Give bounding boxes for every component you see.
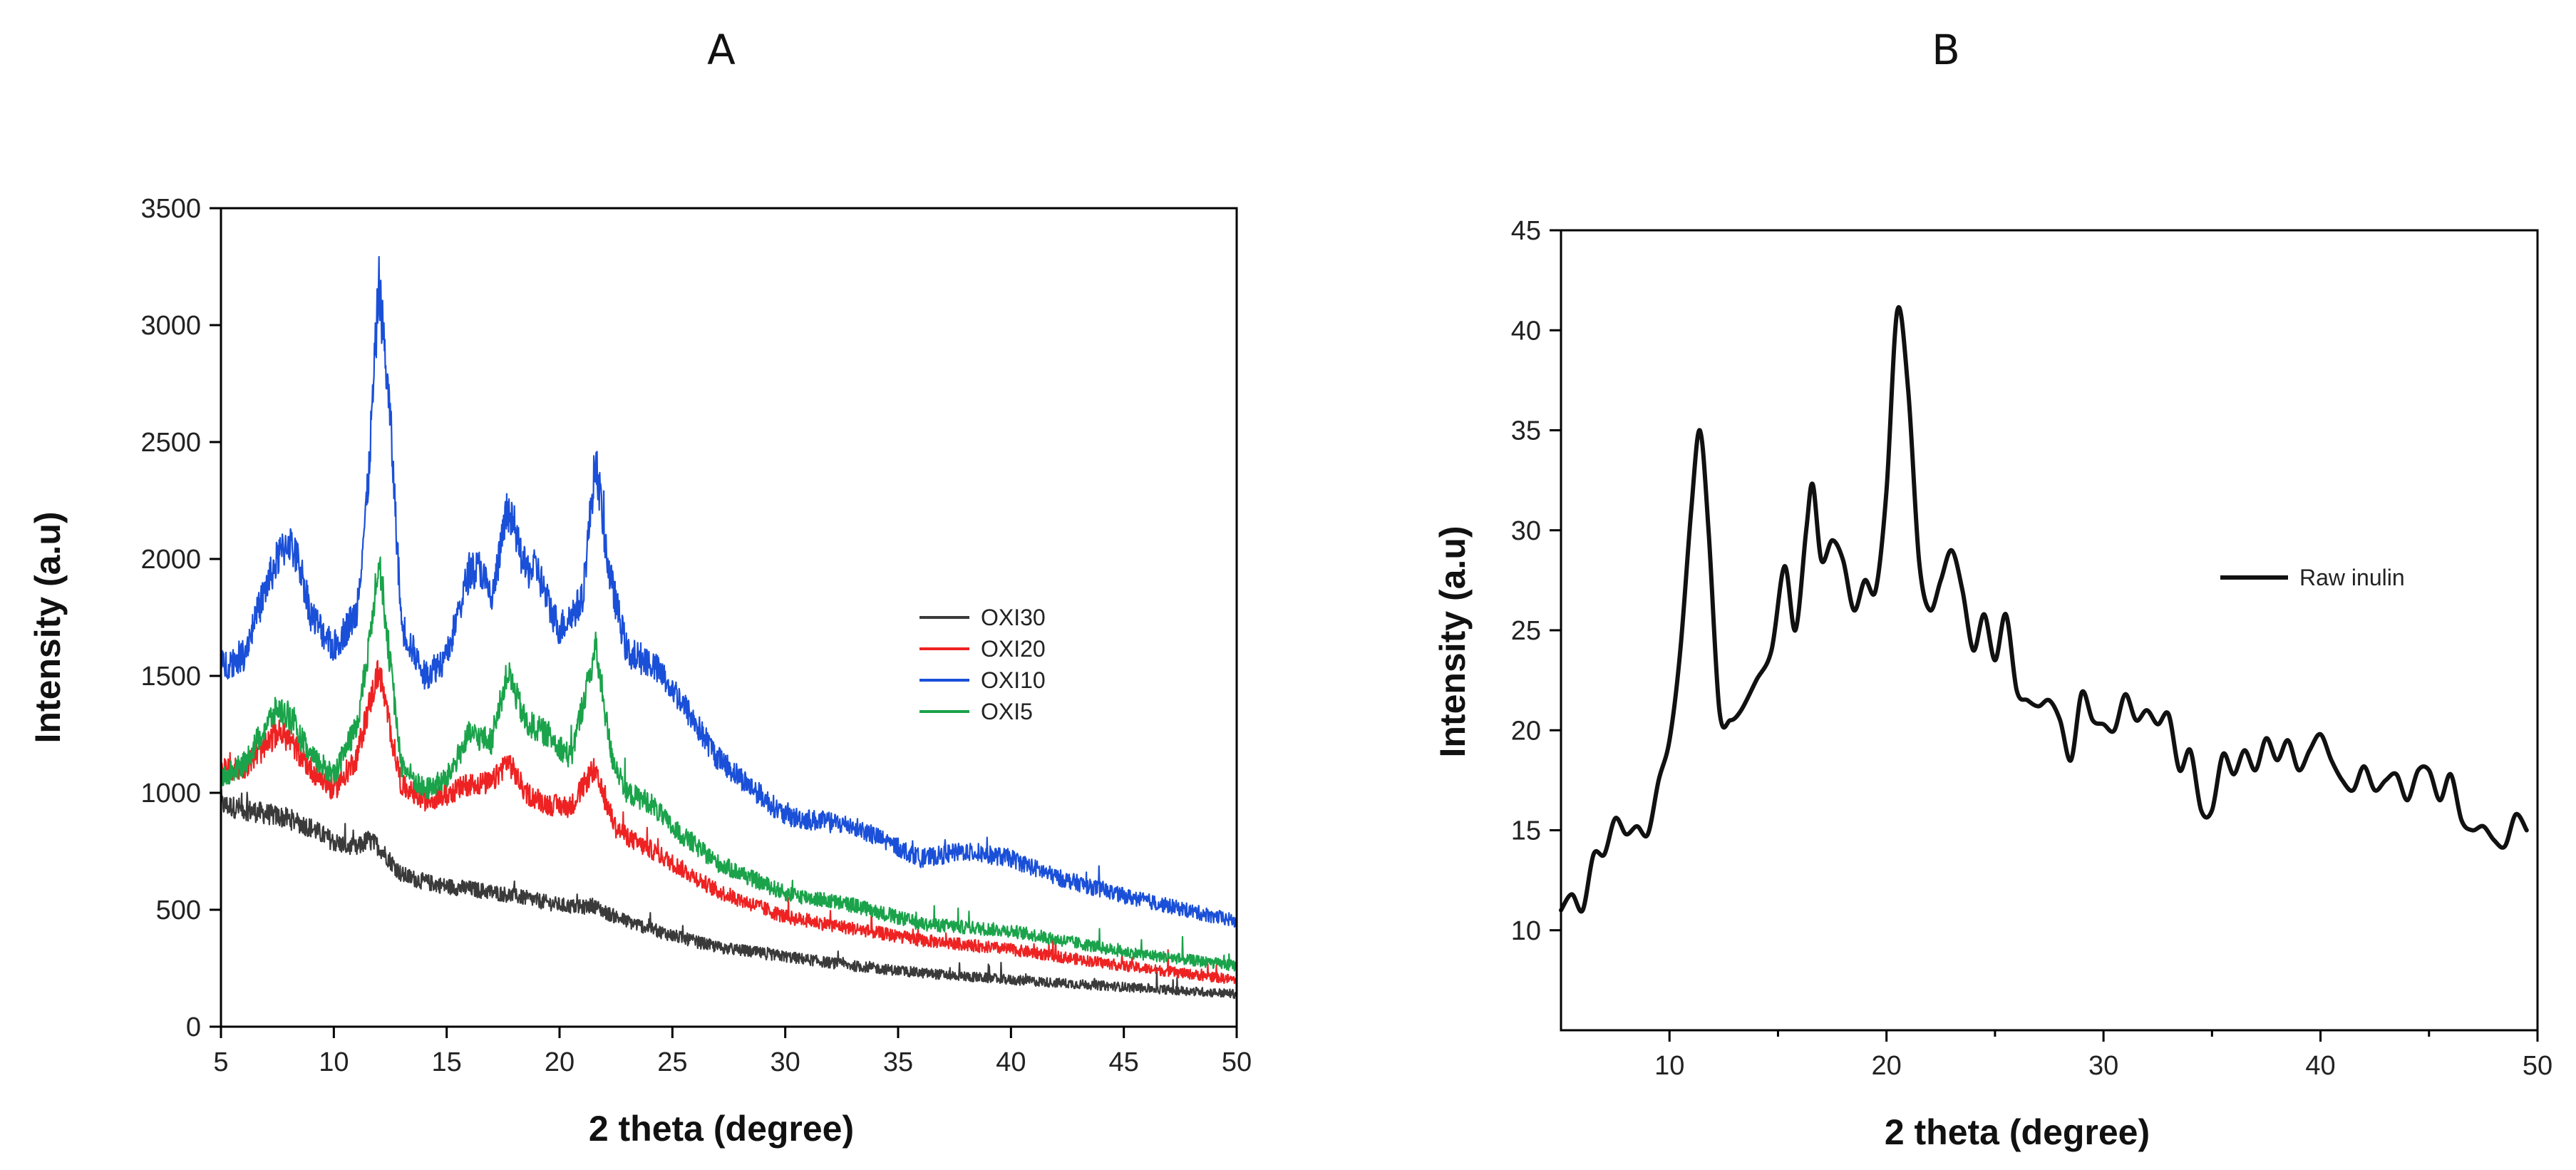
y-tick-label: 1000 (140, 779, 201, 809)
y-tick-label: 45 (1511, 216, 1541, 246)
x-tick-label: 5 (213, 1047, 228, 1077)
x-tick-label: 50 (2523, 1051, 2552, 1081)
legend-label-raw-inulin: Raw inulin (2299, 565, 2405, 590)
series-line-oxi10 (220, 256, 1238, 928)
panel-a-legend: OXI30 OXI20 OXI10 OXI5 (919, 605, 1046, 724)
x-tick-label: 15 (432, 1047, 462, 1077)
x-tick-label: 30 (2088, 1051, 2118, 1081)
y-tick-label: 3000 (140, 311, 201, 341)
x-tick-label: 50 (1222, 1047, 1252, 1077)
y-tick-label: 2000 (140, 545, 201, 575)
panel-a-y-axis-label: Intensity (a.u) (28, 511, 68, 743)
legend-label-oxi5: OXI5 (981, 699, 1033, 724)
panel-b-curves (1559, 305, 2529, 914)
x-tick-label: 10 (319, 1047, 349, 1077)
y-tick-label: 40 (1511, 316, 1541, 346)
series-line-oxi30 (220, 788, 1238, 1000)
panel-a-title: A (707, 26, 736, 74)
panel-a: A 2 theta (degree) Intensity (a.u) 5 10 15… (28, 26, 1252, 1149)
panel-a-x-ticks: 5 10 15 20 25 30 35 40 45 50 (213, 1027, 1252, 1077)
y-tick-label: 15 (1511, 816, 1541, 846)
x-tick-label: 30 (771, 1047, 800, 1077)
panel-a-plot-frame (220, 207, 1238, 1028)
y-tick-label: 3500 (140, 194, 201, 224)
legend-label-oxi20: OXI20 (981, 636, 1046, 662)
panel-b-y-axis-label: Intensity (a.u) (1433, 525, 1473, 757)
y-tick-label: 1500 (140, 662, 201, 692)
x-tick-label: 40 (996, 1047, 1026, 1077)
x-tick-label: 10 (1654, 1051, 1684, 1081)
y-tick-label: 30 (1511, 516, 1541, 546)
panel-b: B 2 theta (degree) Intensity (a.u) 10 20 3… (1433, 26, 2552, 1152)
panel-b-y-ticks: 10 15 20 25 30 35 40 45 (1511, 216, 1561, 946)
panel-b-title: B (1932, 26, 1960, 74)
y-tick-label: 25 (1511, 616, 1541, 646)
x-tick-label: 40 (2305, 1051, 2335, 1081)
x-tick-label: 25 (657, 1047, 687, 1077)
x-tick-label: 45 (1109, 1047, 1139, 1077)
y-tick-label: 0 (186, 1012, 201, 1042)
panel-b-x-ticks: 10 20 30 40 50 (1654, 1030, 2552, 1081)
y-tick-label: 35 (1511, 416, 1541, 446)
y-tick-label: 20 (1511, 716, 1541, 746)
legend-label-oxi30: OXI30 (981, 605, 1046, 630)
series-line-raw-inulin (1559, 305, 2529, 914)
panel-b-plot-frame (1560, 229, 2539, 1032)
panel-a-x-axis-label: 2 theta (degree) (589, 1109, 854, 1149)
y-tick-label: 500 (156, 896, 201, 925)
panel-a-curves (220, 256, 1238, 1000)
series-line-oxi5 (220, 556, 1238, 972)
y-tick-label: 10 (1511, 916, 1541, 946)
y-tick-label: 2500 (140, 428, 201, 458)
x-tick-label: 35 (883, 1047, 913, 1077)
panel-a-y-ticks: 0 500 1000 1500 2000 2500 3000 3500 (140, 194, 221, 1042)
series-line-oxi20 (220, 660, 1238, 985)
legend-label-oxi10: OXI10 (981, 667, 1046, 693)
x-tick-label: 20 (1872, 1051, 1902, 1081)
panel-b-legend: Raw inulin (2220, 565, 2405, 590)
panel-b-x-axis-label: 2 theta (degree) (1885, 1112, 2150, 1152)
x-tick-label: 20 (545, 1047, 575, 1077)
